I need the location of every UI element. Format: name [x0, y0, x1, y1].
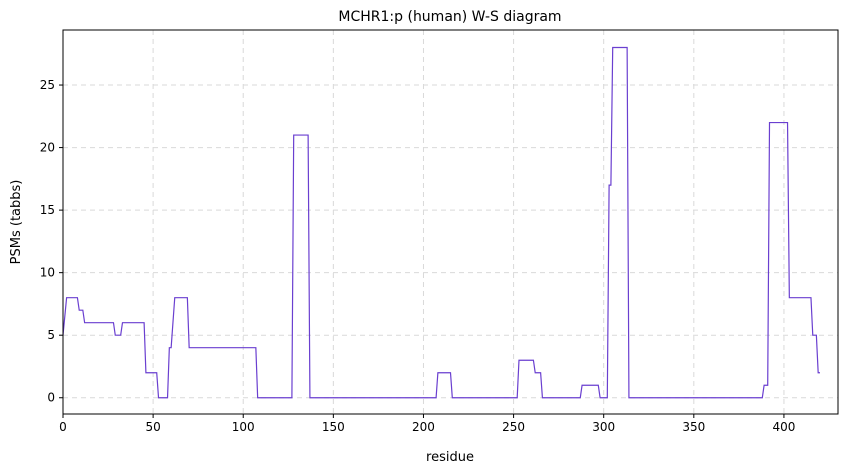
- x-tick-label: 250: [502, 420, 525, 434]
- data-line: [62, 46, 820, 399]
- y-tick-label: 5: [47, 328, 55, 342]
- chart-title: MCHR1:p (human) W-S diagram: [338, 9, 561, 25]
- x-tick-label: 350: [682, 420, 705, 434]
- x-tick-label: 50: [145, 420, 160, 434]
- y-tick-label: 10: [40, 266, 55, 280]
- x-tick-label: 0: [59, 420, 67, 434]
- x-tick-label: 100: [232, 420, 255, 434]
- y-axis-label: PSMs (tabbs): [9, 180, 24, 265]
- x-axis-label: residue: [426, 450, 474, 465]
- plot-frame: [62, 29, 839, 415]
- x-tick-label: 300: [592, 420, 615, 434]
- y-tick-label: 0: [47, 391, 55, 405]
- x-tick-label: 400: [772, 420, 795, 434]
- y-tick-label: 20: [40, 141, 55, 155]
- x-tick-label: 150: [322, 420, 345, 434]
- x-tick-label: 200: [412, 420, 435, 434]
- y-tick-label: 15: [40, 203, 55, 217]
- y-tick-label: 25: [40, 78, 55, 92]
